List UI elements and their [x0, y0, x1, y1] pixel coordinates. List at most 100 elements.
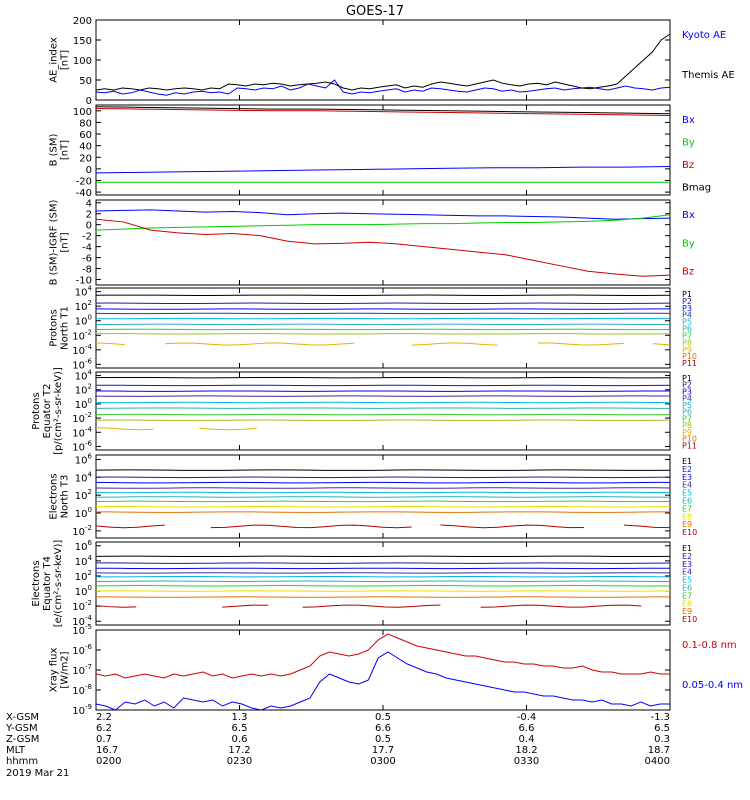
y-axis-label: B (SM)-IGRF (SM)	[49, 200, 60, 286]
panel-8: 10-9 10-8 10-7 10-6 10-5 Xray flux [W/m2] 0.1-0…	[49, 623, 744, 717]
y-tick-label: -20	[76, 176, 92, 187]
y-axis-label: AE_index	[49, 37, 60, 83]
legend-entry: P1	[682, 290, 692, 299]
y-tick-label: 100	[73, 56, 92, 67]
y-tick-label: 102	[75, 488, 92, 502]
panel-frame	[95, 199, 671, 286]
series-line	[95, 605, 137, 608]
y-axis-label: [W/m2]	[60, 651, 71, 688]
legend-entry: Kyoto AE	[682, 30, 726, 41]
y-tick-label: 104	[75, 285, 93, 299]
legend-entry: P2	[682, 297, 692, 306]
y-tick-label: 102	[75, 569, 92, 583]
y-tick-label: 80	[79, 118, 92, 129]
y-tick-label: 102	[75, 383, 92, 397]
ephemeris-value: 6.5	[654, 723, 670, 734]
ephemeris-value: 0.5	[375, 734, 391, 745]
ephemeris-value: 0400	[645, 756, 670, 767]
y-tick-label: 4	[86, 199, 92, 210]
series-line	[95, 633, 670, 679]
legend-entry: E6	[682, 497, 692, 506]
legend-entry: E5	[682, 576, 692, 585]
legend-entry: E3	[682, 560, 692, 569]
ephemeris-value: 1.3	[232, 712, 248, 723]
legend-entry: P11	[682, 441, 697, 450]
legend-entry: E1	[682, 544, 692, 553]
y-tick-label: 10-5	[72, 623, 92, 637]
legend-entry: E8	[682, 512, 692, 521]
y-tick-label: 10-9	[72, 703, 92, 717]
ephemeris-value: 17.7	[372, 745, 394, 756]
ephemeris-value: 6.2	[96, 723, 112, 734]
y-tick-label: 106	[75, 539, 93, 553]
y-tick-label: 100	[75, 314, 92, 328]
series-line	[95, 491, 671, 494]
legend-entry: 0.1-0.8 nm	[682, 640, 737, 651]
ephemeris-label: Y-GSM	[5, 723, 38, 734]
y-tick-label: 50	[79, 76, 92, 87]
legend-entry: P3	[682, 304, 692, 313]
ephemeris-value: 0330	[514, 756, 539, 767]
y-tick-label: 10-7	[72, 663, 92, 677]
ephemeris-value: 17.2	[228, 745, 250, 756]
legend-entry: P4	[682, 311, 692, 320]
ephemeris-value: -0.4	[517, 712, 537, 723]
legend-entry: E2	[682, 465, 692, 474]
series-line	[95, 500, 671, 503]
series-line	[95, 166, 671, 174]
series-line	[95, 33, 671, 91]
y-tick-label: 102	[75, 299, 92, 313]
legend-entry: P11	[682, 359, 697, 368]
panel-frame	[95, 629, 671, 711]
y-tick-label: 60	[79, 130, 92, 141]
legend-entry: E6	[682, 584, 692, 593]
series-line	[210, 524, 412, 529]
y-tick-label: 200	[73, 16, 92, 27]
series-line	[624, 524, 671, 529]
series-line	[95, 469, 671, 471]
y-axis-label: [nT]	[60, 232, 71, 252]
legend-entry: P2	[682, 381, 692, 390]
legend-entry: P7	[682, 331, 692, 340]
y-tick-label: 104	[75, 554, 93, 568]
y-tick-label: 10-8	[72, 683, 92, 697]
legend-entry: P9	[682, 345, 692, 354]
ephemeris-value: 0.6	[232, 734, 248, 745]
ephemeris-value: 6.6	[519, 723, 535, 734]
series-line	[95, 476, 671, 479]
legend-entry: P1	[682, 374, 692, 383]
legend-entry: E8	[682, 599, 692, 608]
series-line	[95, 209, 671, 220]
ephemeris-value: 0.3	[654, 734, 670, 745]
plot-title: GOES-17	[346, 4, 404, 19]
y-tick-label: 104	[75, 470, 93, 484]
date-label: 2019 Mar 21	[6, 768, 69, 779]
y-axis-label: [p/(cm²-s-sr-keV)]	[53, 367, 64, 455]
series-line	[95, 427, 154, 431]
series-line	[95, 496, 671, 498]
y-axis-label: Equator T2	[42, 384, 53, 439]
ephemeris-value: 0.5	[375, 712, 391, 723]
series-line	[95, 481, 671, 484]
legend-entry: By	[682, 138, 695, 149]
y-tick-label: 150	[73, 36, 92, 47]
series-line	[164, 342, 355, 346]
ephemeris-value: 0230	[227, 756, 252, 767]
legend-entry: P8	[682, 338, 692, 347]
ephemeris-value: 0300	[370, 756, 395, 767]
legend-entry: E5	[682, 489, 692, 498]
y-axis-label: B (SM)	[49, 133, 60, 166]
legend-entry: P7	[682, 414, 692, 423]
legend-entry: P6	[682, 325, 692, 334]
y-tick-label: 10-2	[72, 599, 92, 613]
ephemeris-label: hhmm	[6, 756, 38, 767]
y-tick-label: 2	[86, 210, 92, 221]
series-line	[95, 79, 671, 96]
legend-entry: Bmag	[682, 183, 711, 194]
